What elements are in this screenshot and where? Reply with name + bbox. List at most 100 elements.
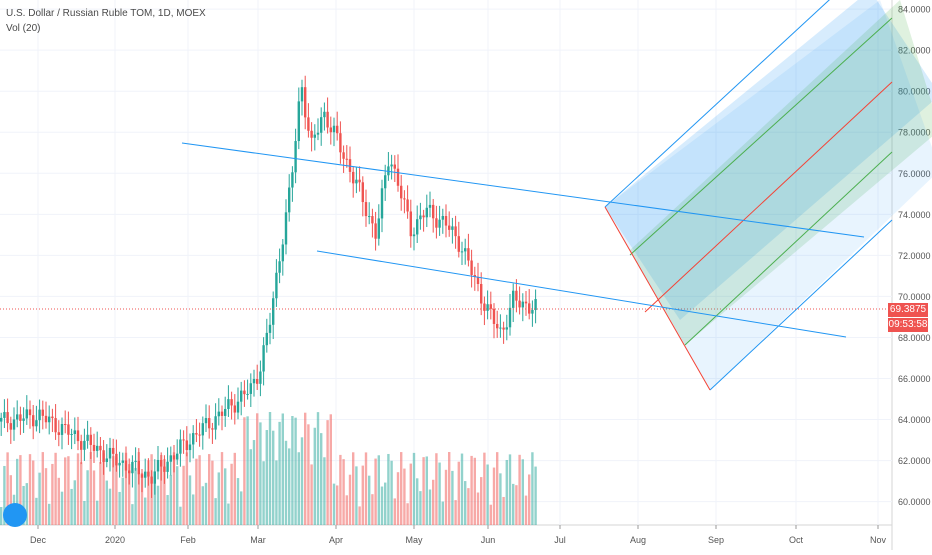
last-price-badge: 69.3875 [888, 303, 928, 317]
candle-body [352, 171, 355, 184]
volume-bar [406, 503, 409, 525]
candle-body [502, 327, 505, 330]
symbol-label[interactable]: U.S. Dollar / Russian Ruble TOM, 1D, MOE… [6, 8, 206, 19]
volume-bar [25, 483, 28, 525]
volume-bar [352, 452, 355, 525]
candle-body [73, 430, 76, 434]
candle-body [240, 390, 243, 402]
volume-bar [246, 416, 249, 525]
candle-body [182, 439, 185, 441]
volume-bar [115, 457, 118, 525]
volume-bar [214, 498, 217, 525]
volume-bar [384, 482, 387, 525]
volume-bar [105, 480, 108, 525]
volume-bar [393, 498, 396, 525]
candle-body [38, 409, 41, 421]
candle-body [236, 401, 240, 413]
volume-bar [300, 437, 304, 525]
volume-bar [473, 457, 476, 525]
candle-body [54, 418, 57, 433]
candle-body [473, 275, 476, 278]
candle-body [214, 416, 217, 430]
candle-body [416, 219, 419, 235]
volume-bar [492, 467, 496, 525]
volume-bar [80, 462, 83, 525]
candle-body [515, 290, 518, 301]
volume-bar [134, 467, 137, 525]
candle-body [246, 393, 249, 395]
candle-body [361, 182, 364, 203]
volume-bar [32, 460, 35, 525]
volume-bar [508, 454, 512, 525]
candle-body [76, 430, 80, 442]
candle-body [192, 433, 195, 445]
volume-bar [198, 455, 201, 525]
x-tick-label: Oct [789, 535, 804, 545]
volume-bar [0, 507, 3, 525]
candle-body [316, 132, 320, 135]
volume-bar [345, 495, 348, 525]
volume-bar [524, 495, 528, 525]
candle-body [89, 434, 92, 445]
volume-bar [304, 412, 307, 525]
volume-bar [38, 472, 41, 525]
volume-bar [428, 489, 432, 525]
volume-bar [320, 433, 323, 525]
candle-body [390, 164, 393, 167]
x-tick-label: Apr [329, 535, 343, 545]
volume-bar [9, 475, 12, 525]
candle-body [41, 409, 44, 416]
volume-bar [336, 485, 339, 525]
pitchfork-handle [604, 206, 711, 391]
volume-bar [412, 452, 416, 525]
candle-body [377, 218, 380, 239]
volume-bar [425, 456, 428, 525]
volume-bar [390, 460, 393, 525]
candle-body [505, 327, 508, 330]
volume-label[interactable]: Vol (20) [6, 23, 41, 34]
candle-body [451, 226, 454, 230]
candle-body [252, 378, 256, 384]
x-tick-label: Aug [630, 535, 646, 545]
volume-bar [259, 422, 262, 525]
volume-bar [140, 472, 144, 525]
candle-body [524, 301, 528, 304]
chart-legend: U.S. Dollar / Russian Ruble TOM, 1D, MOE… [6, 6, 206, 36]
candle-body [224, 408, 227, 416]
candle-body [409, 211, 412, 237]
volume-bar [195, 458, 198, 525]
candle-body [99, 445, 102, 451]
volume-bar [230, 463, 233, 525]
candle-body [470, 260, 473, 276]
x-tick-label: 2020 [105, 535, 125, 545]
volume-bar [409, 463, 412, 525]
y-tick-label: 82.0000 [898, 46, 931, 56]
volume-bar [243, 417, 246, 525]
candle-body [518, 300, 521, 308]
volume-bar [316, 412, 320, 525]
candle-body [153, 471, 156, 484]
volume-bar [35, 497, 38, 525]
volume-bar [233, 452, 236, 525]
tradingview-logo-icon[interactable] [3, 503, 27, 527]
volume-bar [86, 470, 89, 525]
volume-bar [505, 459, 508, 525]
candle-body [92, 444, 96, 451]
candle-body [332, 125, 336, 133]
pitchfork-line [709, 219, 893, 391]
candle-body [419, 215, 422, 220]
volume-bar [291, 416, 294, 525]
volume-bar [457, 461, 460, 525]
candle-body [467, 248, 470, 261]
candle-body [358, 179, 361, 183]
candle-body [208, 418, 211, 429]
candle-body [320, 117, 323, 133]
volume-bar [531, 452, 534, 525]
volume-bar [224, 468, 227, 525]
volume-bar [83, 500, 86, 525]
candle-body [425, 207, 428, 218]
candle-body [3, 412, 6, 418]
candle-body [457, 236, 460, 252]
